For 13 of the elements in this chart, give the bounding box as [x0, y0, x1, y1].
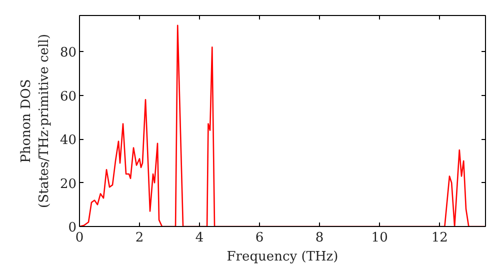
x-tick-label: 12 [431, 230, 448, 246]
y-tick-label: 80 [60, 46, 77, 61]
y-tick-label: 20 [60, 176, 77, 192]
y-tick-label: 40 [60, 133, 77, 148]
x-tick-label: 10 [371, 230, 388, 246]
x-axis-title: Frequency (THz) [226, 250, 338, 264]
x-tick-label: 2 [135, 230, 144, 246]
x-tick-label: 4 [195, 230, 204, 246]
y-axis-title: Phonon DOS (States/THz·primitive cell) [18, 34, 52, 208]
y-tick-label: 0 [68, 220, 77, 236]
y-tick-label: 60 [60, 89, 77, 104]
x-tick-label: 6 [255, 230, 264, 246]
x-tick-label: 8 [315, 230, 324, 246]
